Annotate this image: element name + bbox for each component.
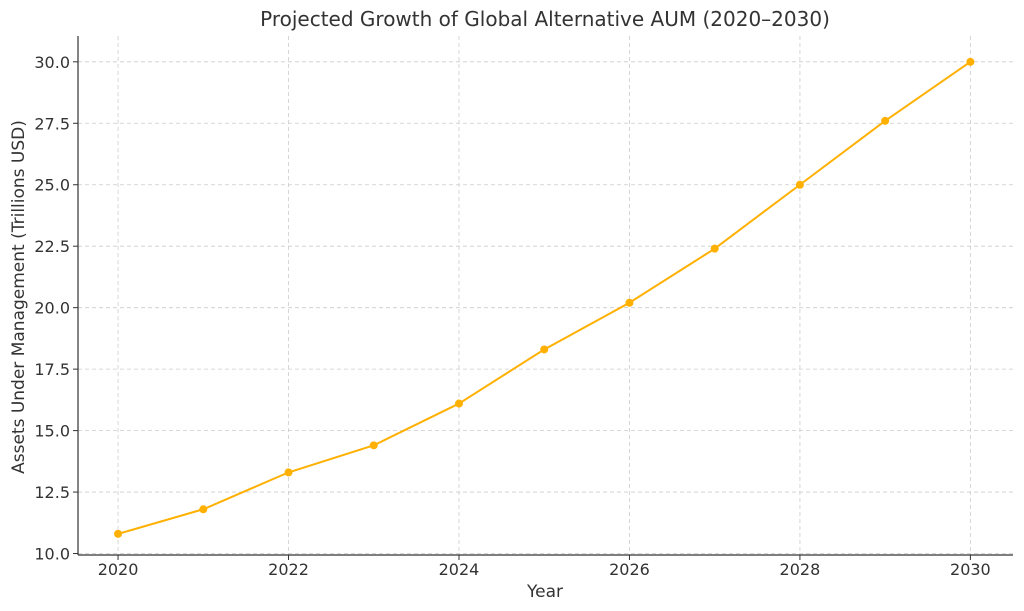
- y-tick-label: 20.0: [34, 299, 70, 318]
- x-axis-label: Year: [526, 582, 563, 602]
- series-line: [117, 60, 971, 535]
- data-point: [795, 180, 804, 189]
- y-tick-label: 22.5: [34, 237, 70, 256]
- data-point: [540, 345, 549, 354]
- y-tick-label: 27.5: [34, 114, 70, 133]
- data-point: [881, 116, 890, 125]
- data-point: [710, 244, 719, 253]
- data-point: [966, 57, 975, 66]
- data-point: [284, 468, 293, 477]
- x-tick-label: 2028: [780, 560, 821, 579]
- y-tick-label: 12.5: [34, 483, 70, 502]
- x-tick-label: 2024: [439, 560, 480, 579]
- data-point: [625, 298, 634, 307]
- x-tick-label: 2026: [609, 560, 650, 579]
- y-tick-label: 17.5: [34, 360, 70, 379]
- data-point: [454, 399, 463, 408]
- data-point: [114, 529, 123, 538]
- data-series: [114, 57, 975, 538]
- axes: [77, 36, 1013, 556]
- y-tick-label: 30.0: [34, 53, 70, 72]
- chart-title: Projected Growth of Global Alternative A…: [260, 7, 830, 31]
- y-tick-label: 25.0: [34, 176, 70, 195]
- y-tick-label: 10.0: [34, 545, 70, 564]
- y-tick-label: 15.0: [34, 422, 70, 441]
- y-axis-label: Assets Under Management (Trillions USD): [9, 120, 29, 474]
- x-tick-label: 2030: [950, 560, 991, 579]
- ticks: 2020 2022 2024 2026 2028 2030 10.0 12.5 15.0 17.5…: [34, 53, 990, 579]
- data-point: [199, 505, 208, 514]
- grid: [78, 36, 1013, 555]
- x-tick-label: 2022: [268, 560, 309, 579]
- x-tick-label: 2020: [98, 560, 139, 579]
- data-point: [369, 441, 378, 450]
